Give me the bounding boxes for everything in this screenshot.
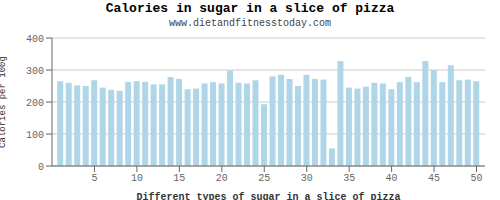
svg-text:Different types of sugar in a: Different types of sugar in a slice of p… bbox=[136, 192, 400, 200]
svg-text:35: 35 bbox=[343, 173, 355, 184]
svg-text:0: 0 bbox=[38, 162, 44, 173]
svg-text:300: 300 bbox=[26, 66, 44, 77]
svg-text:25: 25 bbox=[258, 173, 270, 184]
svg-text:45: 45 bbox=[428, 173, 440, 184]
svg-text:Calories per 100g: Calories per 100g bbox=[0, 56, 8, 148]
svg-text:15: 15 bbox=[173, 173, 185, 184]
svg-text:40: 40 bbox=[386, 173, 398, 184]
svg-text:200: 200 bbox=[26, 98, 44, 109]
svg-text:100: 100 bbox=[26, 130, 44, 141]
svg-text:400: 400 bbox=[26, 34, 44, 45]
svg-text:20: 20 bbox=[216, 173, 228, 184]
svg-text:30: 30 bbox=[301, 173, 313, 184]
svg-text:50: 50 bbox=[471, 173, 483, 184]
svg-text:5: 5 bbox=[91, 173, 97, 184]
html-text:Calories in sugar in a slice o: Calories in sugar in a slice of pizza bbox=[105, 1, 395, 16]
svg-text:10: 10 bbox=[131, 173, 143, 184]
html-text:www.dietandfitnesstoday.com: www.dietandfitnesstoday.com bbox=[169, 18, 331, 29]
